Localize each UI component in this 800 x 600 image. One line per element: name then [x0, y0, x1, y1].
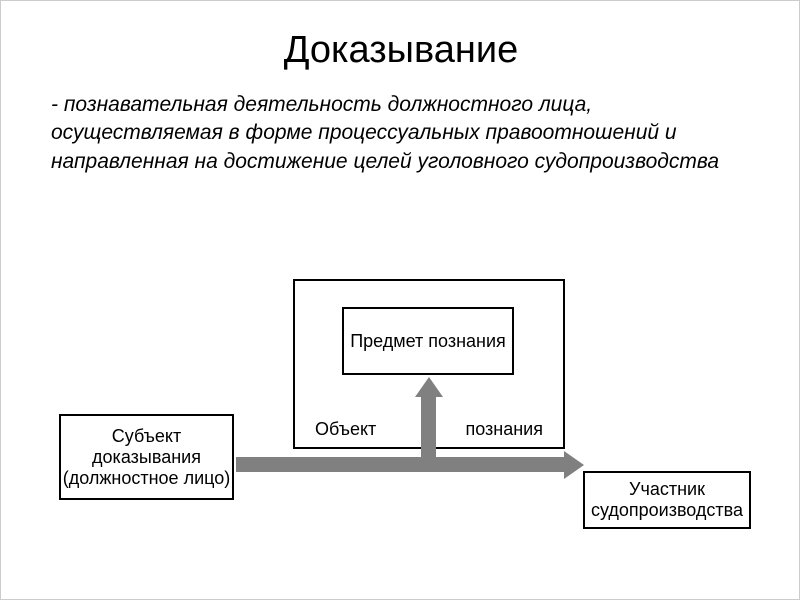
arrow-horizontal — [236, 457, 566, 472]
box-participant: Участник судопроизводства — [583, 471, 751, 529]
object-label-right: познания — [465, 419, 543, 440]
object-label-left: Объект — [315, 419, 376, 440]
slide-description: - познавательная деятельность должностно… — [51, 91, 731, 176]
slide-title: Доказывание — [1, 29, 800, 72]
slide: Доказывание - познавательная деятельност… — [0, 0, 800, 600]
arrow-vertical — [421, 395, 436, 463]
box-subject: Субъект доказывания (должностное лицо) — [59, 414, 234, 500]
box-predmet: Предмет познания — [342, 307, 514, 375]
